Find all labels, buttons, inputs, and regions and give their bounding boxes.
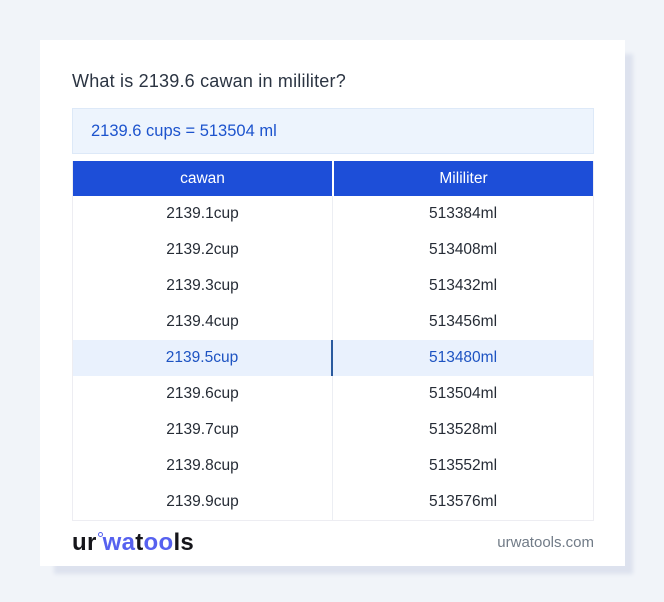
cawan-value: 2139.9cup	[73, 484, 333, 520]
table-header-cawan: cawan	[73, 161, 332, 196]
logo-ring-icon	[97, 531, 103, 537]
cawan-value: 2139.5cup	[73, 340, 333, 376]
logo-part-dark: ur	[72, 528, 97, 556]
table-row[interactable]: 2139.1cup 513384ml	[73, 196, 593, 232]
logo-part-dark: t	[135, 528, 144, 556]
logo-part-blue: wa	[102, 528, 136, 556]
cawan-value: 2139.4cup	[73, 304, 333, 340]
table-header-mililiter: Mililiter	[334, 161, 593, 196]
table-row[interactable]: 2139.3cup 513432ml	[73, 268, 593, 304]
cawan-value: 2139.2cup	[73, 232, 333, 268]
mililiter-value: 513456ml	[428, 313, 498, 330]
conversion-rows: 2139.1cup 513384ml 2139.2cup 513408ml 2139.3…	[73, 196, 593, 520]
page-title: What is 2139.6 cawan in mililiter?	[72, 71, 346, 91]
mililiter-value: 513384ml	[428, 205, 498, 222]
table-row[interactable]: 2139.8cup 513552ml	[73, 448, 593, 484]
table-row[interactable]: 2139.2cup 513408ml	[73, 232, 593, 268]
table-row[interactable]: 2139.5cup 513480ml	[73, 340, 593, 376]
table-row[interactable]: 2139.7cup 513528ml	[73, 412, 593, 448]
logo-part-blue: oo	[143, 528, 174, 556]
urwatools-logo[interactable]: ur wa t oo ls	[72, 529, 194, 557]
mililiter-value: 513576ml	[428, 493, 498, 510]
cawan-value: 2139.6cup	[73, 376, 333, 412]
cawan-value: 2139.7cup	[73, 412, 333, 448]
cawan-value: 2139.8cup	[73, 448, 333, 484]
mililiter-value: 513504ml	[428, 385, 498, 402]
cawan-value: 2139.3cup	[73, 268, 333, 304]
footer: ur wa t oo ls urwatools.com	[72, 521, 594, 564]
site-domain: urwatools.com	[497, 534, 594, 551]
converter-card: What is 2139.6 cawan in mililiter? 2139.…	[40, 40, 625, 566]
table-row[interactable]: 2139.9cup 513576ml	[73, 484, 593, 520]
logo-part-dark: ls	[173, 528, 195, 556]
table-row[interactable]: 2139.4cup 513456ml	[73, 304, 593, 340]
table-header-row: cawan Mililiter	[73, 161, 593, 196]
cawan-value: 2139.1cup	[73, 196, 333, 232]
conversion-result-box: 2139.6 cups = 513504 ml	[72, 108, 594, 154]
conversion-result-text: 2139.6 cups = 513504 ml	[91, 121, 277, 140]
mililiter-value: 513432ml	[428, 277, 498, 294]
mililiter-value: 513480ml	[428, 349, 498, 366]
table-row[interactable]: 2139.6cup 513504ml	[73, 376, 593, 412]
conversion-table: cawan Mililiter 2139.1cup 513384ml 2139.2c…	[72, 161, 594, 521]
mililiter-value: 513408ml	[428, 241, 498, 258]
mililiter-value: 513552ml	[428, 457, 498, 474]
mililiter-value: 513528ml	[428, 421, 498, 438]
